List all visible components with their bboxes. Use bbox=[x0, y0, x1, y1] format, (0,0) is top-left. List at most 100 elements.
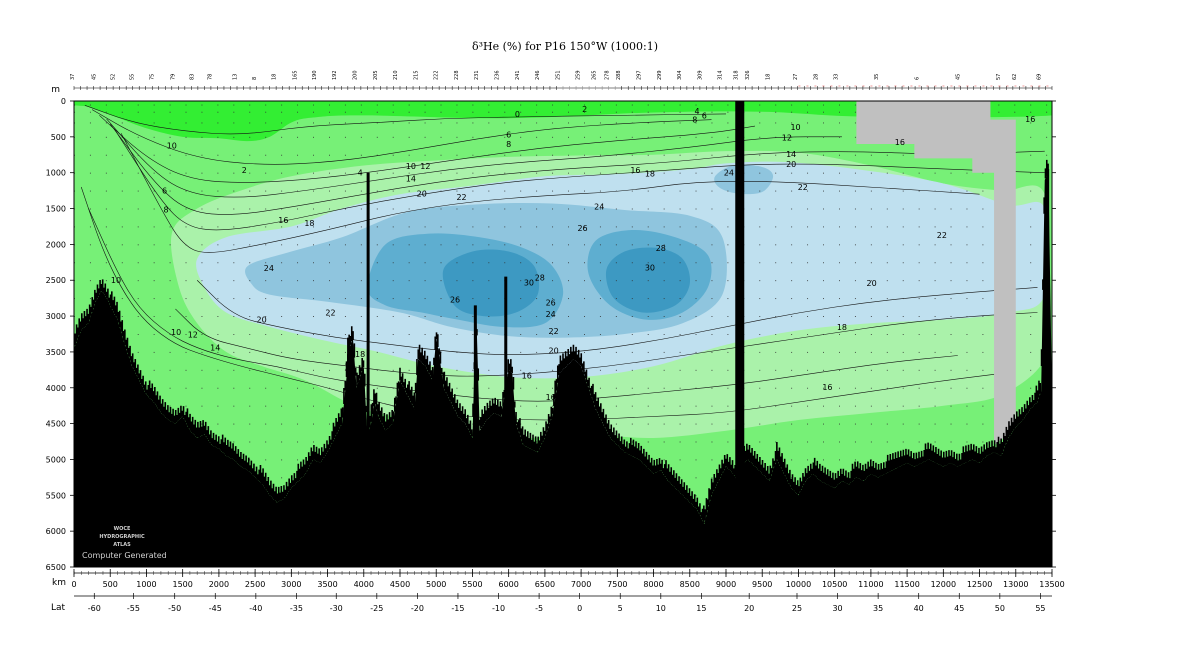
sample-dot bbox=[807, 280, 809, 282]
lat-tick-label: -5 bbox=[535, 604, 543, 613]
sample-dot bbox=[807, 316, 809, 317]
sample-dot bbox=[488, 280, 490, 282]
sample-dot bbox=[568, 208, 569, 210]
sample-dot bbox=[472, 190, 474, 192]
seamount-spike bbox=[504, 276, 508, 567]
sample-dot bbox=[886, 298, 888, 300]
sample-dot bbox=[488, 244, 490, 246]
station-label: 18 bbox=[765, 74, 771, 80]
sample-dot bbox=[185, 122, 187, 124]
station-label: 205 bbox=[373, 70, 379, 80]
sample-dot bbox=[249, 316, 251, 317]
sample-dot bbox=[982, 208, 984, 210]
sample-dot bbox=[599, 316, 601, 317]
sample-dot bbox=[918, 244, 920, 246]
lat-tick-label: 25 bbox=[792, 604, 802, 613]
sample-dot bbox=[615, 244, 617, 246]
sample-dot bbox=[408, 369, 410, 371]
x-tick-label: 8000 bbox=[643, 580, 663, 589]
sample-dot bbox=[520, 226, 522, 228]
contour-line bbox=[99, 115, 756, 183]
sample-dot bbox=[791, 351, 793, 353]
sample-dot bbox=[791, 316, 793, 317]
y-tick-label: 2500 bbox=[46, 276, 66, 285]
sample-dot bbox=[504, 190, 506, 192]
sample-dot bbox=[424, 262, 426, 264]
lat-tick-label: -45 bbox=[209, 604, 222, 613]
sample-dot bbox=[424, 122, 426, 124]
sample-dot bbox=[344, 351, 346, 353]
sample-dot bbox=[759, 280, 761, 282]
sample-dot bbox=[854, 280, 856, 282]
lat-tick-label: 55 bbox=[1035, 604, 1045, 613]
station-label: 246 bbox=[535, 70, 541, 80]
sample-dot bbox=[631, 154, 633, 156]
sample-dot bbox=[520, 387, 522, 389]
sample-dot bbox=[376, 298, 378, 300]
station-label: 55 bbox=[129, 74, 135, 80]
sample-dot bbox=[217, 136, 219, 138]
contour-label: 16 bbox=[522, 372, 532, 381]
sample-dot bbox=[870, 405, 872, 407]
sample-dot bbox=[392, 154, 394, 156]
sample-dot bbox=[918, 262, 920, 264]
sample-dot bbox=[169, 111, 171, 113]
sample-dot bbox=[360, 111, 362, 113]
sample-dot bbox=[631, 136, 633, 138]
sample-dot bbox=[249, 111, 251, 113]
sample-dot bbox=[615, 405, 617, 407]
sample-dot bbox=[217, 298, 219, 300]
sample-dot bbox=[663, 154, 665, 156]
sample-dot bbox=[823, 190, 824, 192]
sample-dot bbox=[89, 280, 91, 282]
sample-dot bbox=[472, 298, 474, 300]
sample-dot bbox=[121, 316, 123, 317]
sample-dot bbox=[775, 369, 777, 371]
sample-dot bbox=[137, 208, 139, 210]
sample-dot bbox=[217, 190, 219, 192]
sample-dot bbox=[536, 208, 538, 210]
sample-dot bbox=[711, 334, 713, 335]
lat-tick-label: 45 bbox=[954, 604, 964, 613]
contour-line bbox=[196, 280, 1038, 355]
contour-label: 22 bbox=[456, 193, 466, 202]
sample-dot bbox=[249, 405, 251, 407]
sample-dot bbox=[568, 298, 569, 300]
sample-dot bbox=[870, 172, 872, 174]
sample-dot bbox=[344, 122, 346, 124]
sample-dot bbox=[217, 405, 219, 407]
sample-dot bbox=[854, 298, 856, 300]
sample-dot bbox=[281, 262, 283, 264]
sample-dot bbox=[313, 280, 314, 282]
sample-dot bbox=[472, 122, 474, 124]
lat-tick-label: -55 bbox=[127, 604, 140, 613]
sample-dot bbox=[536, 190, 538, 192]
sample-dot bbox=[950, 369, 952, 371]
y-tick-label: 5000 bbox=[46, 455, 66, 464]
sample-dot bbox=[89, 154, 91, 156]
sample-dot bbox=[599, 369, 601, 371]
sample-dot bbox=[233, 316, 235, 317]
sample-dot bbox=[153, 154, 155, 156]
sample-dot bbox=[615, 122, 617, 124]
sample-dot bbox=[105, 262, 107, 264]
sample-dot bbox=[727, 423, 729, 425]
sample-dot bbox=[679, 298, 681, 300]
contour-label: 8 bbox=[163, 205, 168, 214]
sample-dot bbox=[647, 111, 649, 113]
sample-dot bbox=[695, 136, 697, 138]
sample-dot bbox=[281, 244, 283, 246]
sample-dot bbox=[297, 351, 299, 353]
sample-dot bbox=[759, 298, 761, 300]
sample-dot bbox=[854, 111, 856, 113]
sample-dot bbox=[472, 154, 474, 156]
sample-dot bbox=[488, 262, 490, 264]
sample-dot bbox=[313, 190, 314, 192]
sample-dot bbox=[647, 208, 649, 210]
contour-label: 14 bbox=[565, 428, 575, 437]
sample-dot bbox=[1030, 154, 1032, 156]
sample-dot bbox=[854, 244, 856, 246]
sample-dot bbox=[727, 172, 729, 174]
sample-dot bbox=[615, 298, 617, 300]
sample-dot bbox=[265, 244, 267, 246]
